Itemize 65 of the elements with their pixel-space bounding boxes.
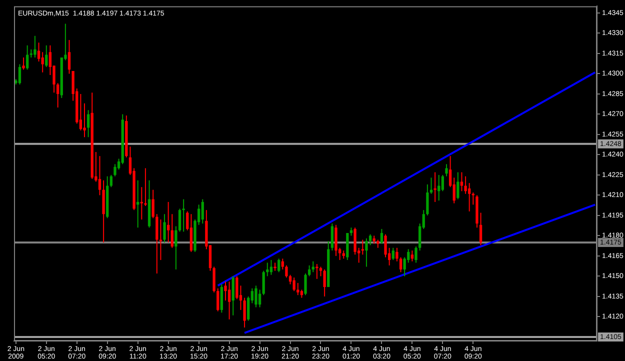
candlestick xyxy=(22,57,25,70)
candlestick xyxy=(86,110,90,138)
candlestick xyxy=(384,234,387,258)
candlestick xyxy=(361,239,364,256)
candlestick xyxy=(114,164,116,177)
candlestick xyxy=(410,250,414,262)
candlestick xyxy=(83,102,86,138)
candlestick xyxy=(392,247,394,260)
candlestick xyxy=(330,223,334,252)
candlestick xyxy=(479,212,482,246)
candlestick xyxy=(166,201,170,243)
candlestick xyxy=(98,156,102,196)
candlestick xyxy=(365,238,368,268)
candlestick xyxy=(243,297,246,328)
candlestick xyxy=(304,273,307,296)
candlestick xyxy=(285,264,288,278)
candlestick xyxy=(163,214,166,243)
candlestick xyxy=(277,258,280,273)
candlestick xyxy=(232,276,234,316)
candlestick xyxy=(201,198,204,224)
candlestick xyxy=(292,277,296,292)
candlestick xyxy=(368,234,372,246)
candlestick xyxy=(380,228,384,244)
candlestick xyxy=(468,182,471,212)
candlestick xyxy=(156,214,158,274)
candlestick xyxy=(414,246,418,264)
candlestick xyxy=(445,164,448,177)
candlestick xyxy=(182,198,185,232)
candlestick xyxy=(399,256,402,273)
candlestick xyxy=(79,93,82,131)
candlestick xyxy=(308,264,311,277)
candlestick xyxy=(334,224,338,256)
candlestick xyxy=(456,172,460,200)
candlestick xyxy=(220,284,224,314)
candlestick xyxy=(228,281,231,320)
candlestick xyxy=(170,214,174,248)
candlestick xyxy=(323,268,326,297)
candlestick xyxy=(178,208,182,232)
candlestick xyxy=(258,289,262,308)
candlestick xyxy=(152,189,154,219)
candlestick xyxy=(140,186,143,220)
candlestick xyxy=(354,227,356,256)
candlestick xyxy=(174,226,178,270)
candlestick xyxy=(254,285,258,308)
candlestick xyxy=(396,247,398,262)
candlestick xyxy=(464,176,467,194)
candlestick xyxy=(319,266,322,277)
candlestick xyxy=(216,288,220,312)
candlestick xyxy=(34,35,36,58)
candlestick xyxy=(56,82,60,108)
candlestick xyxy=(37,42,40,62)
candlestick xyxy=(441,174,444,192)
candlestick xyxy=(224,281,227,301)
candlestick xyxy=(45,44,48,68)
candlestick xyxy=(236,276,238,300)
candlestick xyxy=(18,64,22,85)
candlestick xyxy=(281,258,284,270)
candlestick xyxy=(110,174,112,188)
candlestick xyxy=(460,172,464,192)
candlestick xyxy=(190,214,193,252)
candlestick xyxy=(262,270,265,296)
candlestick xyxy=(212,266,216,293)
candlestick xyxy=(296,282,300,296)
candlestick xyxy=(434,172,436,202)
candlestick xyxy=(26,44,29,70)
